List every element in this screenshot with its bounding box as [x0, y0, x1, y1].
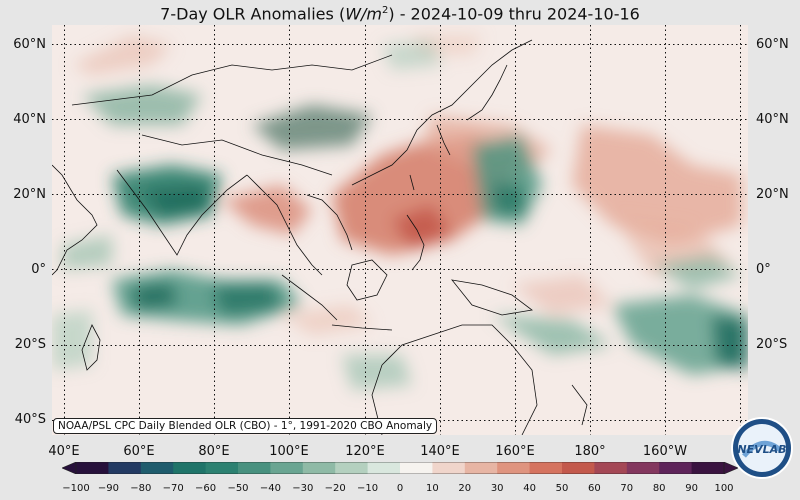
colorbar-tick-label: 50	[555, 483, 569, 494]
colorbar-segment	[594, 462, 628, 474]
lon-label-120e: 120°E	[345, 444, 385, 459]
lon-label-40e: 40°E	[48, 444, 80, 459]
colorbar-tick-label: −100	[62, 483, 90, 494]
colorbar-tick-label: −30	[292, 483, 314, 494]
colorbar-segment	[562, 462, 595, 474]
lat-label-60n-left: 60°N	[13, 37, 46, 52]
colorbar-segment	[626, 462, 660, 474]
lat-label-20s-right: 20°S	[756, 337, 788, 352]
colorbar-segment	[205, 462, 239, 474]
colorbar-tick-label: −70	[162, 483, 184, 494]
colorbar-tick-label: 60	[588, 483, 601, 494]
lon-label-60e: 60°E	[123, 444, 155, 459]
colorbar-outline	[75, 462, 725, 474]
lat-label-eq-right: 0°	[756, 262, 771, 277]
lon-label-160w: 160°W	[642, 444, 688, 459]
lon-label-100e: 100°E	[269, 444, 309, 459]
colorbar-segment	[270, 462, 304, 474]
logo-text: NEVLAB	[737, 443, 786, 456]
colorbar-tick-label: −20	[324, 483, 346, 494]
lon-label-180: 180°	[574, 444, 606, 459]
colorbar-tick-label: −40	[259, 483, 281, 494]
colorbar-tick-label: −60	[195, 483, 217, 494]
colorbar-tick-label: 0	[396, 483, 404, 494]
lon-label-160e: 160°E	[495, 444, 535, 459]
lat-label-40n-left: 40°N	[13, 112, 46, 127]
colorbar-segment	[400, 462, 433, 474]
colorbar-tick-label: 70	[620, 483, 634, 494]
colorbar-tick-label: 80	[652, 483, 666, 494]
lat-label-20s-left: 20°S	[14, 337, 46, 352]
colorbar-tick-label: −90	[97, 483, 119, 494]
colorbar-segment	[464, 462, 498, 474]
lat-label-40n-right: 40°N	[756, 112, 789, 127]
colorbar-segment	[432, 462, 466, 474]
colorbar-segment	[140, 462, 174, 474]
lat-label-20n-left: 20°N	[13, 187, 46, 202]
colorbar-tick-label: −10	[357, 483, 379, 494]
colorbar	[62, 462, 738, 474]
colorbar-segment	[529, 462, 563, 474]
colorbar-segment	[367, 462, 401, 474]
colorbar-tick-label: −80	[130, 483, 152, 494]
anomaly-field	[52, 25, 748, 435]
lat-label-20n-right: 20°N	[756, 187, 789, 202]
colorbar-tick-label: 90	[685, 483, 698, 494]
colorbar-segment	[108, 462, 142, 474]
data-credit: NOAA/PSL CPC Daily Blended OLR (CBO) - 1…	[53, 418, 438, 434]
colorbar-tick-label: 20	[458, 483, 472, 494]
colorbar-tick-label: 10	[426, 483, 439, 494]
lat-label-eq-left: 0°	[31, 262, 46, 277]
colorbar-segment	[659, 462, 693, 474]
colorbar-segment	[76, 462, 109, 474]
colorbar-tick-label: 40	[523, 483, 536, 494]
lat-label-60n-right: 60°N	[756, 37, 789, 52]
lat-label-40s-left: 40°S	[14, 412, 46, 427]
olr-anomaly-map	[52, 25, 748, 435]
colorbar-tick-label: 100	[714, 483, 734, 494]
colorbar-tick-label: 30	[490, 483, 504, 494]
coastlines	[52, 39, 588, 435]
colorbar-segment	[335, 462, 369, 474]
lon-label-80e: 80°E	[198, 444, 230, 459]
psl-logo-icon: NEVLAB	[731, 417, 793, 479]
colorbar-segment	[238, 462, 271, 474]
lon-label-140e: 140°E	[420, 444, 460, 459]
colorbar-segment	[691, 462, 725, 474]
colorbar-tick-label: −50	[227, 483, 249, 494]
colorbar-extend-low	[62, 462, 77, 474]
colorbar-segment	[497, 462, 531, 474]
colorbar-segment	[173, 462, 207, 474]
chart-title: 7-Day OLR Anomalies (W/m2) - 2024-10-09 …	[160, 4, 640, 24]
colorbar-segment	[302, 462, 336, 474]
